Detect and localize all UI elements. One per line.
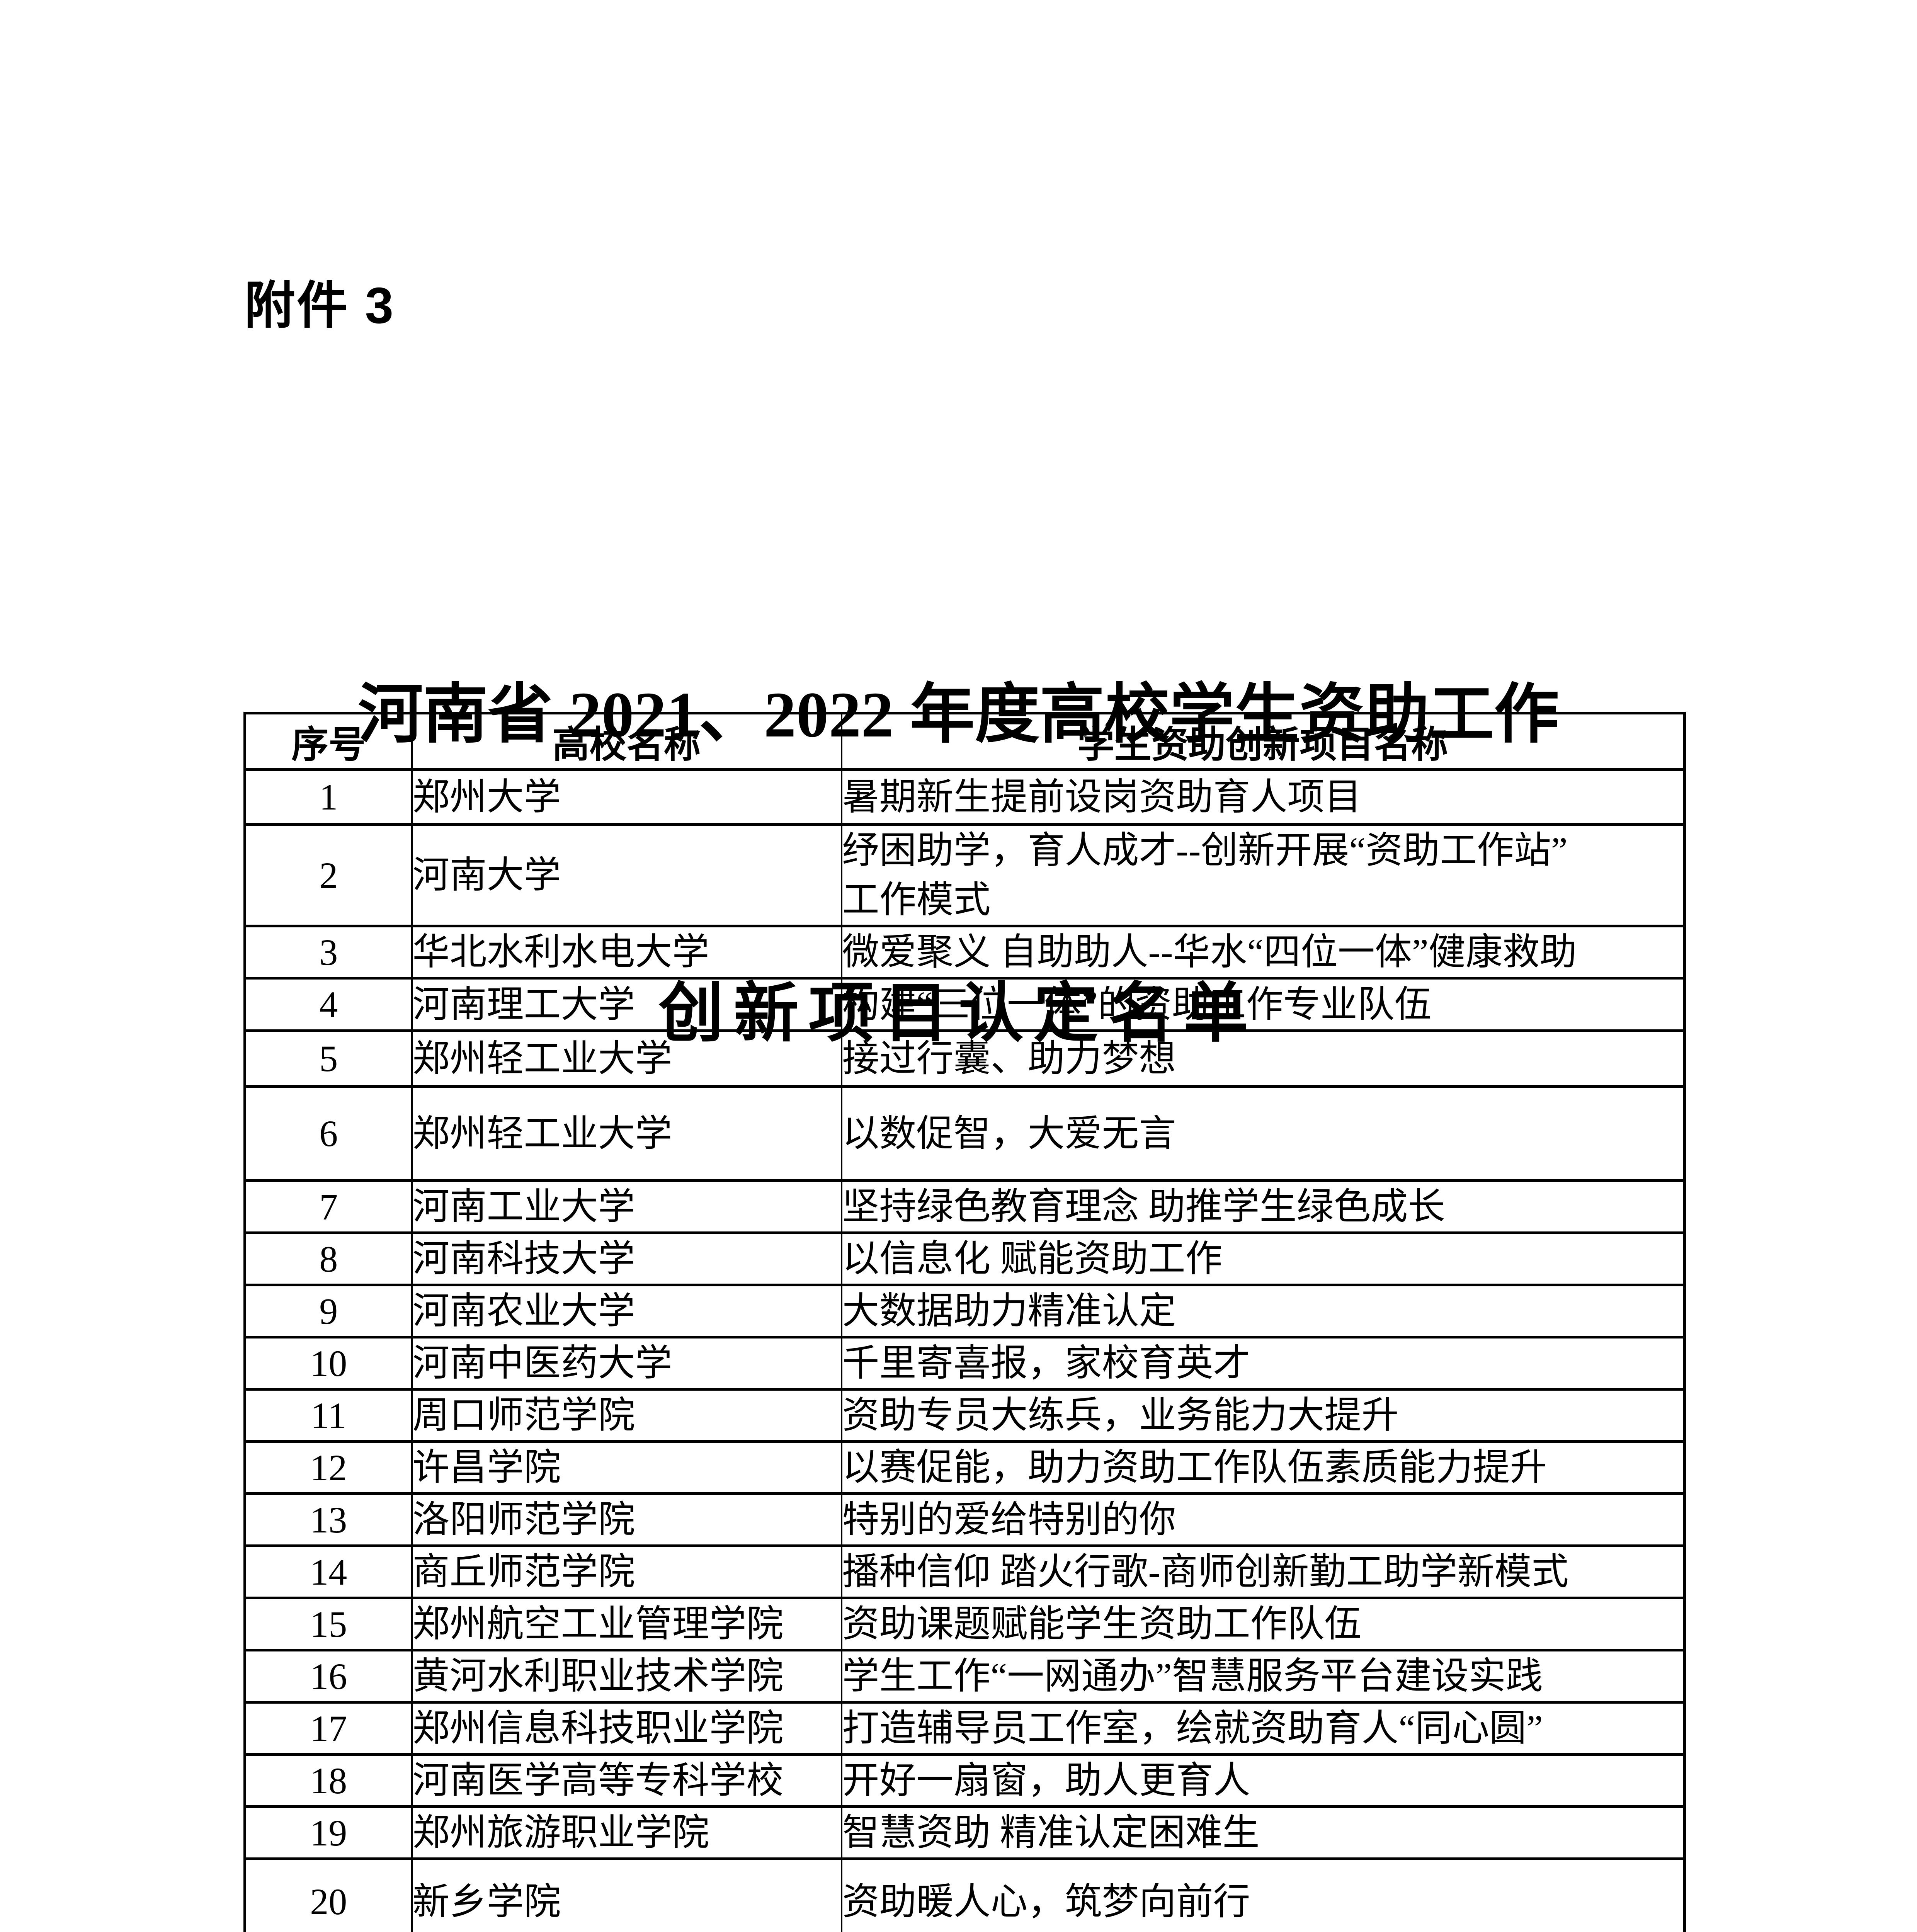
table-row: 1 郑州大学 暑期新生提前设岗资助育人项目	[244, 768, 1686, 826]
college-cell: 洛阳师范学院	[411, 1492, 842, 1547]
table-row: 20 新乡学院 资助暖人心，筑梦向前行	[244, 1857, 1686, 1932]
college-cell: 郑州信息科技职业学院	[411, 1701, 842, 1756]
serial-cell: 13	[244, 1492, 413, 1547]
table-row: 11 周口师范学院 资助专员大练兵，业务能力大提升	[244, 1388, 1686, 1443]
table-row: 8 河南科技大学 以信息化 赋能资助工作	[244, 1231, 1686, 1286]
project-cell: 资助专员大练兵，业务能力大提升	[840, 1388, 1686, 1443]
table-row: 15 郑州航空工业管理学院 资助课题赋能学生资助工作队伍	[244, 1597, 1686, 1651]
table-row: 18 河南医学高等专科学校 开好一扇窗，助人更育人	[244, 1753, 1686, 1808]
project-cell: 以赛促能，助力资助工作队伍素质能力提升	[840, 1440, 1686, 1495]
project-cell: 智慧资助 精准认定困难生	[840, 1805, 1686, 1860]
college-cell: 河南大学	[411, 823, 842, 927]
table-row: 13 洛阳师范学院 特别的爱给特别的你	[244, 1492, 1686, 1547]
serial-cell: 10	[244, 1336, 413, 1391]
table-row: 14 商丘师范学院 播种信仰 踏火行歌-商师创新勤工助学新模式	[244, 1544, 1686, 1599]
table-row: 2 河南大学 纾困助学，育人成才--创新开展“资助工作站” 工作模式	[244, 823, 1686, 927]
table-row: 4 河南理工大学 构建“三位一体”的资助工作专业队伍	[244, 977, 1686, 1032]
table-row: 17 郑州信息科技职业学院 打造辅导员工作室，绘就资助育人“同心圆”	[244, 1701, 1686, 1756]
header-project: 学生资助创新项目名称	[840, 712, 1686, 771]
college-cell: 河南工业大学	[411, 1179, 842, 1234]
project-cell: 大数据助力精准认定	[840, 1284, 1686, 1338]
serial-cell: 12	[244, 1440, 413, 1495]
table-row: 10 河南中医药大学 千里寄喜报，家校育英才	[244, 1336, 1686, 1391]
college-cell: 许昌学院	[411, 1440, 842, 1495]
project-cell: 资助课题赋能学生资助工作队伍	[840, 1597, 1686, 1651]
project-cell: 暑期新生提前设岗资助育人项目	[840, 768, 1686, 826]
college-cell: 郑州轻工业大学	[411, 1029, 842, 1088]
serial-cell: 14	[244, 1544, 413, 1599]
project-cell: 接过行囊、助力梦想	[840, 1029, 1686, 1088]
table-row: 7 河南工业大学 坚持绿色教育理念 助推学生绿色成长	[244, 1179, 1686, 1234]
table-row: 9 河南农业大学 大数据助力精准认定	[244, 1284, 1686, 1338]
serial-cell: 9	[244, 1284, 413, 1338]
project-cell: 构建“三位一体”的资助工作专业队伍	[840, 977, 1686, 1032]
college-cell: 周口师范学院	[411, 1388, 842, 1443]
college-cell: 郑州轻工业大学	[411, 1085, 842, 1182]
serial-cell: 2	[244, 823, 413, 927]
project-cell: 开好一扇窗，助人更育人	[840, 1753, 1686, 1808]
table-header-row: 序号 高校名称 学生资助创新项目名称	[244, 712, 1686, 771]
serial-cell: 7	[244, 1179, 413, 1234]
serial-cell: 3	[244, 925, 413, 980]
project-cell: 纾困助学，育人成才--创新开展“资助工作站” 工作模式	[840, 823, 1686, 927]
header-serial: 序号	[244, 712, 413, 771]
serial-cell: 6	[244, 1085, 413, 1182]
project-cell: 坚持绿色教育理念 助推学生绿色成长	[840, 1179, 1686, 1234]
table-row: 19 郑州旅游职业学院 智慧资助 精准认定困难生	[244, 1805, 1686, 1860]
header-college: 高校名称	[411, 712, 842, 771]
serial-cell: 19	[244, 1805, 413, 1860]
college-cell: 华北水利水电大学	[411, 925, 842, 980]
project-cell: 以数促智，大爱无言	[840, 1085, 1686, 1182]
college-cell: 河南农业大学	[411, 1284, 842, 1338]
project-cell: 微爱聚义 自助助人--华水“四位一体”健康救助	[840, 925, 1686, 980]
serial-cell: 16	[244, 1649, 413, 1704]
college-cell: 郑州航空工业管理学院	[411, 1597, 842, 1651]
college-cell: 郑州旅游职业学院	[411, 1805, 842, 1860]
serial-cell: 15	[244, 1597, 413, 1651]
serial-cell: 17	[244, 1701, 413, 1756]
serial-cell: 18	[244, 1753, 413, 1808]
college-cell: 河南科技大学	[411, 1231, 842, 1286]
attachment-label: 附件 3	[244, 277, 395, 334]
project-cell: 特别的爱给特别的你	[840, 1492, 1686, 1547]
project-cell: 资助暖人心，筑梦向前行	[840, 1857, 1686, 1932]
college-cell: 河南医学高等专科学校	[411, 1753, 842, 1808]
project-cell: 学生工作“一网通办”智慧服务平台建设实践	[840, 1649, 1686, 1704]
college-cell: 新乡学院	[411, 1857, 842, 1932]
table-row: 6 郑州轻工业大学 以数促智，大爱无言	[244, 1085, 1686, 1182]
table-row: 16 黄河水利职业技术学院 学生工作“一网通办”智慧服务平台建设实践	[244, 1649, 1686, 1704]
table-row: 12 许昌学院 以赛促能，助力资助工作队伍素质能力提升	[244, 1440, 1686, 1495]
table-row: 3 华北水利水电大学 微爱聚义 自助助人--华水“四位一体”健康救助	[244, 925, 1686, 980]
project-cell: 打造辅导员工作室，绘就资助育人“同心圆”	[840, 1701, 1686, 1756]
projects-table: 序号 高校名称 学生资助创新项目名称 1 郑州大学 暑期新生提前设岗资助育人项目 2 河南大…	[243, 712, 1686, 1932]
serial-cell: 4	[244, 977, 413, 1032]
college-cell: 郑州大学	[411, 768, 842, 826]
serial-cell: 20	[244, 1857, 413, 1932]
project-cell: 千里寄喜报，家校育英才	[840, 1336, 1686, 1391]
serial-cell: 8	[244, 1231, 413, 1286]
table-row: 5 郑州轻工业大学 接过行囊、助力梦想	[244, 1029, 1686, 1088]
serial-cell: 1	[244, 768, 413, 826]
serial-cell: 11	[244, 1388, 413, 1443]
college-cell: 河南中医药大学	[411, 1336, 842, 1391]
college-cell: 河南理工大学	[411, 977, 842, 1032]
project-cell: 以信息化 赋能资助工作	[840, 1231, 1686, 1286]
college-cell: 商丘师范学院	[411, 1544, 842, 1599]
college-cell: 黄河水利职业技术学院	[411, 1649, 842, 1704]
serial-cell: 5	[244, 1029, 413, 1088]
project-cell: 播种信仰 踏火行歌-商师创新勤工助学新模式	[840, 1544, 1686, 1599]
